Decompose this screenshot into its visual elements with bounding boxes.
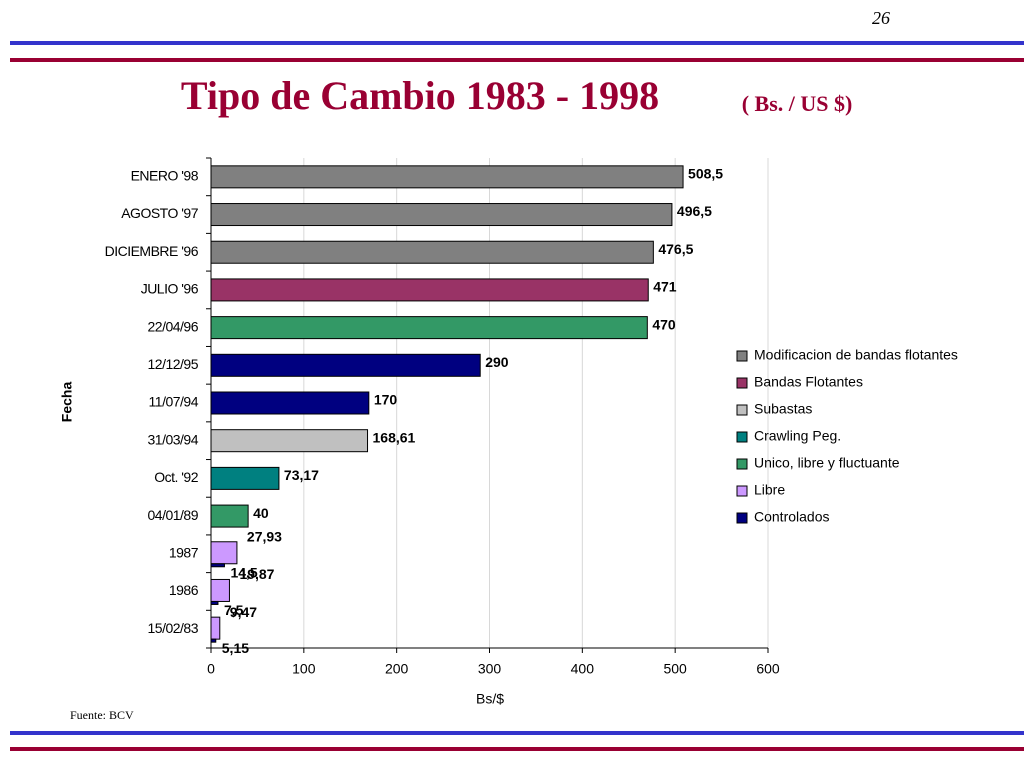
value-label: 476,5 [658,241,693,257]
rule [10,747,1024,751]
x-tick-label: 600 [756,661,780,677]
legend-label: Subastas [754,401,812,417]
value-label: 9,47 [230,604,257,620]
bar [210,240,654,264]
x-tick-label: 400 [571,661,595,677]
legend-label: Unico, libre y fluctuante [754,455,900,471]
value-label: 5,15 [222,640,249,656]
legend-swatch [736,350,748,362]
y-tick-label: AGOSTO '97 [121,205,198,221]
bar [210,278,649,302]
legend-label: Crawling Peg. [754,428,841,444]
bar [210,600,219,605]
legend-label: Controlados [754,509,830,525]
y-tick-label: 11/07/94 [149,394,199,410]
y-tick-label: 31/03/94 [148,431,199,447]
value-label: 27,93 [247,528,282,544]
x-tick-label: 200 [385,661,409,677]
y-tick-label: 22/04/96 [148,318,199,334]
y-tick-label: ENERO '98 [131,168,199,184]
legend-swatch [736,485,748,497]
x-tick-label: 300 [478,661,502,677]
chart-title: Tipo de Cambio 1983 - 1998 [181,73,659,118]
x-tick-label: 100 [292,661,316,677]
bar [210,578,230,602]
value-label: 73,17 [284,467,319,483]
bar [210,316,648,340]
y-tick-label: JULIO '96 [141,281,199,297]
bar [210,391,370,415]
y-tick-label: 15/02/83 [148,620,199,636]
bar [210,466,280,490]
value-label: 470 [652,316,676,332]
bar [210,563,225,568]
bar [210,638,217,643]
bar [210,353,481,377]
rule [10,731,1024,735]
bar [210,616,221,640]
legend-swatch [736,377,748,389]
value-label: 290 [485,354,509,370]
legend-label: Bandas Flotantes [754,374,863,390]
x-axis-label: Bs/$ [476,691,504,707]
y-axis-label: Fecha [59,382,75,423]
bar [210,541,238,565]
y-tick-label: DICIEMBRE '96 [105,243,199,259]
value-label: 14,5 [230,564,257,580]
value-label: 508,5 [688,166,723,182]
legend-label: Modificacion de bandas flotantes [754,347,958,363]
value-label: 496,5 [677,203,712,219]
legend-swatch [736,404,748,416]
y-tick-label: 04/01/89 [148,507,199,523]
bar [210,504,249,528]
y-tick-label: 12/12/95 [148,356,199,372]
legend-swatch [736,431,748,443]
x-tick-label: 500 [663,661,687,677]
y-tick-label: Oct. '92 [154,469,199,485]
value-label: 168,61 [373,429,416,445]
value-label: 19,87 [239,566,274,582]
chart-subtitle: ( Bs. / US $) [742,91,853,116]
value-label: 471 [653,279,677,295]
source: Fuente: BCV [70,708,134,722]
rule [10,58,1024,62]
x-tick-label: 0 [207,661,215,677]
page-number: 26 [872,8,890,28]
y-tick-label: 1986 [169,582,199,598]
bar [210,429,369,453]
value-label: 7,5 [224,602,244,618]
legend-swatch [736,512,748,524]
y-tick-label: 1987 [169,544,199,560]
bar [210,203,673,227]
value-label: 40 [253,505,269,521]
value-label: 170 [374,392,398,408]
legend-swatch [736,458,748,470]
legend-label: Libre [754,482,785,498]
bar [210,165,684,189]
rule [10,41,1024,45]
